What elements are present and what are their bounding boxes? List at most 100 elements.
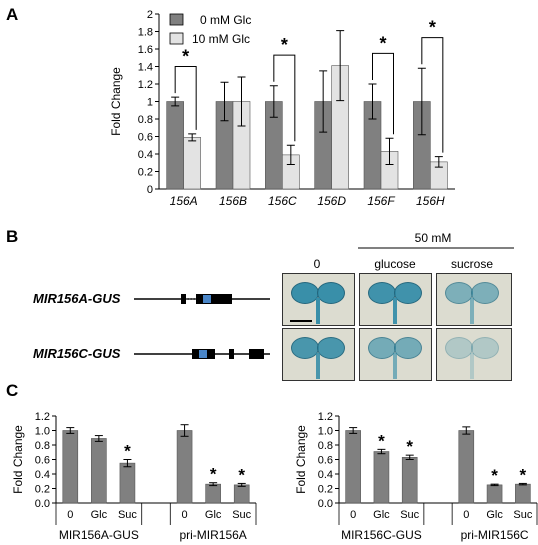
c1-y-tick-label: 0.8 bbox=[35, 440, 50, 452]
a-x-tick-label: 156C bbox=[268, 194, 297, 208]
c2-bar bbox=[345, 430, 361, 504]
hypocotyl bbox=[316, 298, 320, 324]
hypocotyl bbox=[470, 298, 474, 324]
c2-x-tick-label: Glc bbox=[373, 509, 390, 521]
c2-significance-star: * bbox=[378, 431, 385, 450]
c1-group-label: MIR156A-GUS bbox=[59, 528, 139, 542]
cotyledon bbox=[317, 282, 345, 304]
c2-y-tick-label: 0.4 bbox=[318, 469, 333, 481]
a-x-tick-label: 156B bbox=[219, 194, 247, 208]
c1-x-tick-label: 0 bbox=[182, 509, 188, 521]
a-y-tick-label: 1.4 bbox=[138, 62, 153, 74]
c1-x-tick-label: Glc bbox=[205, 509, 222, 521]
construct-c-exon bbox=[249, 349, 264, 359]
a-legend-label-10mm: 10 mM Glc bbox=[192, 32, 250, 46]
c2-y-tick-label: 0.8 bbox=[318, 440, 333, 452]
cotyledon bbox=[471, 282, 499, 304]
c1-x-tick-label: Suc bbox=[118, 509, 137, 521]
c1-bar bbox=[119, 462, 136, 504]
seedling-photo bbox=[359, 328, 432, 381]
c1-bar bbox=[205, 483, 221, 504]
c2-bar bbox=[486, 484, 503, 504]
c2-x-tick-label: 0 bbox=[350, 509, 356, 521]
panel-a-label: A bbox=[6, 5, 18, 24]
a-significance-bracket bbox=[174, 66, 197, 130]
c2-x-tick-label: Glc bbox=[486, 509, 503, 521]
c1-y-tick-label: 0.2 bbox=[35, 484, 50, 496]
c2-bar bbox=[515, 483, 531, 504]
c1-y-tick-label: 0.4 bbox=[35, 469, 50, 481]
cotyledon bbox=[317, 337, 345, 359]
c1-bar bbox=[62, 430, 79, 504]
c1-bar bbox=[233, 484, 250, 504]
a-significance-star: * bbox=[379, 33, 386, 53]
c1-y-tick-label: 1.0 bbox=[35, 426, 50, 438]
c2-x-tick-label: Suc bbox=[513, 509, 532, 521]
construct-a-exon bbox=[196, 294, 232, 304]
a-y-tick-label: 0.6 bbox=[138, 132, 153, 144]
a-y-tick-label: 0 bbox=[147, 184, 153, 196]
c2-y-tick-label: 0.2 bbox=[318, 484, 333, 496]
a-bar-10mm bbox=[183, 137, 201, 190]
panel-b-label: B bbox=[6, 227, 18, 246]
c1-x-tick-label: 0 bbox=[67, 509, 73, 521]
seedling-photo bbox=[436, 273, 512, 326]
a-y-tick-label: 0.4 bbox=[138, 149, 153, 161]
hypocotyl bbox=[393, 298, 397, 324]
c2-y-tick-label: 0.0 bbox=[318, 498, 333, 510]
c1-significance-star: * bbox=[210, 465, 217, 484]
seedling-photo bbox=[436, 328, 512, 381]
treatment-header: 50 mM bbox=[415, 231, 452, 245]
c2-significance-star: * bbox=[491, 466, 498, 485]
c2-x-tick-label: Suc bbox=[400, 509, 419, 521]
c2-x-tick-label: 0 bbox=[463, 509, 469, 521]
c2-y-tick-label: 0.6 bbox=[318, 455, 333, 467]
a-legend-swatch-10mm bbox=[169, 32, 184, 45]
a-significance-bracket bbox=[372, 52, 394, 135]
scale-bar bbox=[290, 320, 312, 322]
hypocotyl bbox=[316, 353, 320, 379]
column-label-control: 0 bbox=[314, 257, 321, 271]
c2-y-tick-label: 1.0 bbox=[318, 426, 333, 438]
cotyledon bbox=[368, 337, 396, 359]
a-y-tick-label: 1.6 bbox=[138, 44, 153, 56]
column-label-sucrose: sucrose bbox=[451, 257, 493, 271]
hypocotyl bbox=[393, 353, 397, 379]
panel-b-gene-structures: MIR156A-GUS MIR156C-GUS 50 mM 0 glucose … bbox=[33, 231, 514, 361]
a-significance-star: * bbox=[429, 18, 436, 38]
a-x-tick-label: 156A bbox=[170, 194, 198, 208]
a-y-tick-label: 0.2 bbox=[138, 167, 153, 179]
construct-a-exon bbox=[181, 294, 186, 304]
construct-c-gus-box bbox=[199, 350, 207, 358]
a-legend-swatch-0mm bbox=[169, 13, 184, 26]
cotyledon bbox=[471, 337, 499, 359]
c2-bar bbox=[373, 451, 390, 504]
c1-y-tick-label: 0.0 bbox=[35, 498, 50, 510]
c2-group-label: pri-MIR156C bbox=[461, 528, 529, 542]
c1-significance-star: * bbox=[124, 442, 131, 461]
c2-y-tick-label: 1.2 bbox=[318, 411, 333, 423]
cotyledon bbox=[394, 337, 422, 359]
c1-y-tick-label: 1.2 bbox=[35, 411, 50, 423]
a-bar-0mm bbox=[166, 101, 184, 190]
a-y-tick-label: 1.2 bbox=[138, 79, 153, 91]
construct-a-gus-box bbox=[203, 295, 211, 303]
panel-c-label: C bbox=[6, 381, 18, 400]
a-y-tick-label: 2 bbox=[147, 9, 153, 21]
c2-group-label: MIR156C-GUS bbox=[341, 528, 422, 542]
a-significance-bracket bbox=[421, 37, 444, 153]
a-y-tick-label: 0.8 bbox=[138, 114, 153, 126]
c2-y-axis-title: Fold Change bbox=[294, 425, 308, 494]
a-y-axis-title: Fold Change bbox=[109, 67, 123, 136]
a-x-tick-label: 156H bbox=[416, 194, 445, 208]
seedling-photo bbox=[282, 328, 355, 381]
a-significance-bracket bbox=[273, 54, 296, 142]
a-y-tick-label: 1 bbox=[147, 97, 153, 109]
a-legend-label-0mm: 0 mM Glc bbox=[200, 13, 251, 27]
cotyledon bbox=[291, 337, 319, 359]
cotyledon bbox=[445, 337, 473, 359]
c2-significance-star: * bbox=[520, 465, 527, 484]
a-x-tick-label: 156F bbox=[367, 194, 395, 208]
